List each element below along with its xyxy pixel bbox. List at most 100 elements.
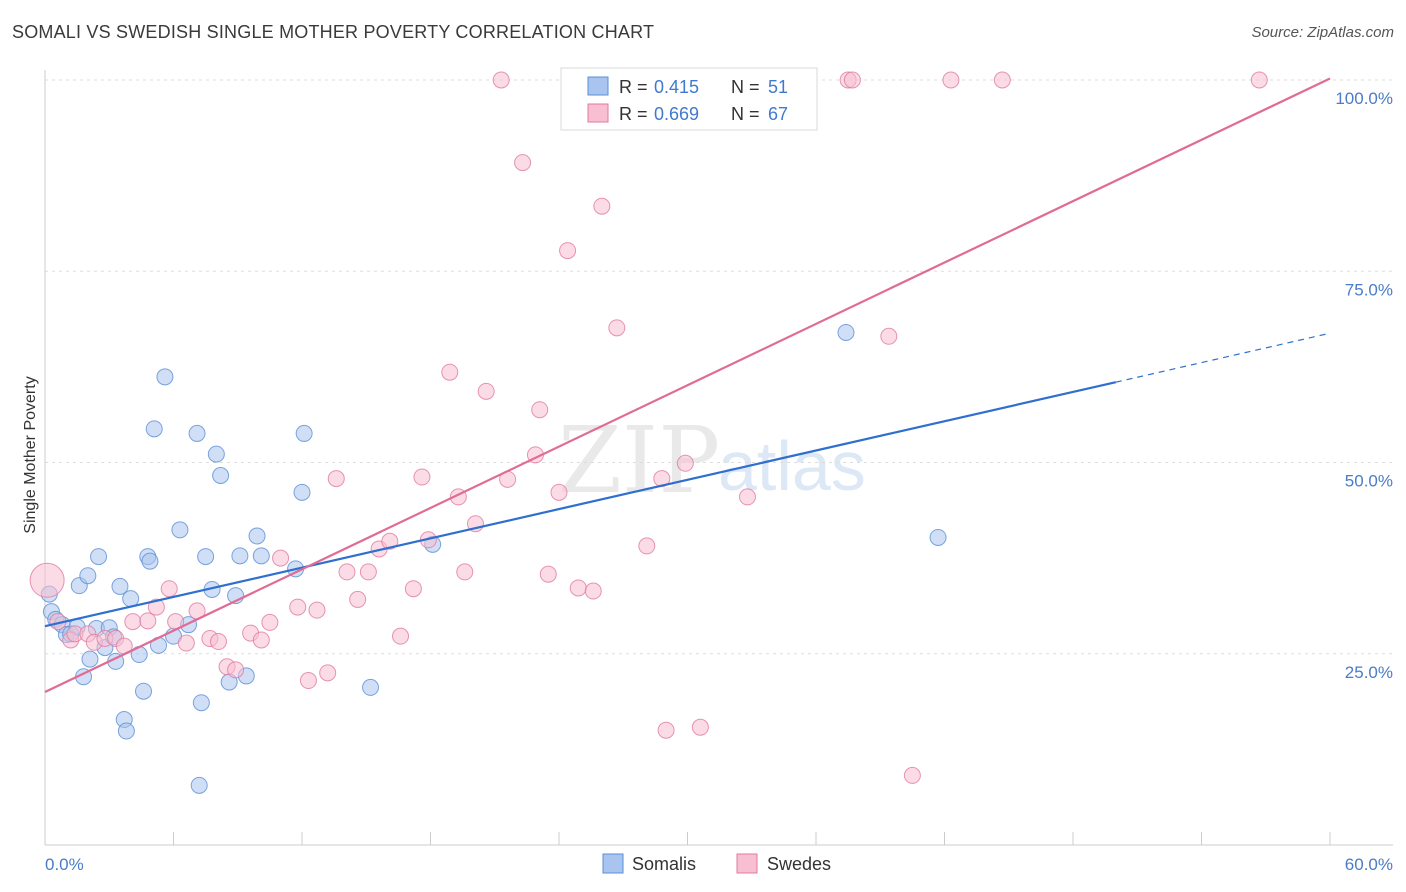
somalis-point [171, 521, 189, 539]
swedes-point [272, 549, 290, 567]
somalis-point [117, 722, 135, 740]
swedes-point [404, 580, 422, 598]
somalis-point [252, 547, 270, 565]
legend-n-label-swedes: N = [731, 104, 760, 124]
source-label: Source: ZipAtlas.com [1251, 24, 1394, 41]
somalis-point [188, 424, 206, 442]
swedes-point [209, 633, 227, 651]
swedes-point [593, 197, 611, 215]
somalis-point [207, 445, 225, 463]
legend-swatch-swedes [587, 103, 609, 123]
legend-r-value-swedes: 0.669 [654, 104, 699, 124]
somalis-point [81, 650, 99, 668]
swedes-point [413, 468, 431, 486]
swedes-point [539, 565, 557, 583]
swedes-point [531, 401, 549, 419]
bottom-legend-swatch-swedes [736, 853, 758, 874]
swedes-point [160, 580, 178, 598]
somalis-point [248, 527, 266, 545]
somalis-point [141, 552, 159, 570]
legend-n-label-somalis: N = [731, 77, 760, 97]
somalis-trend-line [44, 381, 1117, 628]
somalis-point [293, 483, 311, 501]
somalis-point [231, 547, 249, 565]
swedes-point [1250, 71, 1268, 89]
swedes-point [29, 562, 65, 598]
somalis-point [135, 682, 153, 700]
swedes-trend-line [44, 77, 1331, 693]
trend-lines [44, 77, 1331, 693]
swedes-point [903, 766, 921, 784]
x-tick-label: 60.0% [1345, 855, 1393, 874]
watermark: ZIP atlas [558, 407, 866, 514]
somalis-point [122, 590, 140, 608]
somalis-point [929, 528, 947, 546]
swedes-point [177, 634, 195, 652]
swedes-point [657, 721, 675, 739]
legend-swatch-somalis [587, 76, 609, 96]
somalis-point [837, 323, 855, 341]
somalis-point [212, 467, 230, 485]
swedes-point [227, 661, 245, 679]
swedes-point [514, 154, 532, 172]
series-legend: Somalis Swedes [602, 853, 831, 874]
y-tick-label: 50.0% [1345, 472, 1393, 491]
bottom-legend-label-swedes: Swedes [767, 854, 831, 874]
swedes-point [993, 71, 1011, 89]
swedes-point [359, 563, 377, 581]
swedes-point [441, 363, 459, 381]
x-ticks [44, 832, 1331, 845]
swedes-point [456, 563, 474, 581]
swedes-point [392, 627, 410, 645]
axes [44, 70, 1393, 846]
swedes-point [147, 598, 165, 616]
swedes-point [381, 532, 399, 550]
swedes-point [584, 582, 602, 600]
somalis-point [190, 776, 208, 794]
swedes-point [569, 579, 587, 597]
swedes-point [327, 470, 345, 488]
swedes-point [691, 718, 709, 736]
y-tick-labels: 25.0% 50.0% 75.0% 100.0% [1335, 89, 1393, 682]
somalis-trend-extension [1115, 332, 1331, 383]
somalis-point [362, 678, 380, 696]
y-tick-label: 25.0% [1345, 663, 1393, 682]
swedes-point [124, 613, 142, 631]
x-tick-label: 0.0% [45, 855, 84, 874]
legend-r-value-somalis: 0.415 [654, 77, 699, 97]
legend-n-value-somalis: 51 [768, 77, 788, 97]
swedes-point [308, 601, 326, 619]
somalis-point [111, 577, 129, 595]
chart-title: SOMALI VS SWEDISH SINGLE MOTHER POVERTY … [12, 22, 655, 42]
swedes-point [289, 598, 307, 616]
swedes-point [349, 590, 367, 608]
swedes-point [738, 488, 756, 506]
legend-r-label-swedes: R = [619, 104, 648, 124]
swedes-point [261, 613, 279, 631]
correlation-legend: R = 0.415 N = 51 R = 0.669 N = 67 [560, 67, 818, 131]
swedes-point [477, 382, 495, 400]
somalis-point [197, 548, 215, 566]
swedes-point [676, 454, 694, 472]
swedes-point [608, 319, 626, 337]
somalis-point [156, 368, 174, 386]
data-points [29, 69, 1268, 794]
somalis-point [145, 420, 163, 438]
swedes-point [550, 483, 568, 501]
swedes-point [638, 537, 656, 555]
y-axis-title: Single Mother Poverty [22, 376, 39, 533]
somalis-point [79, 567, 97, 585]
swedes-point [139, 612, 157, 630]
swedes-point [252, 631, 270, 649]
swedes-point [559, 242, 577, 260]
y-tick-label: 75.0% [1345, 280, 1393, 299]
legend-n-value-swedes: 67 [768, 104, 788, 124]
somalis-point [295, 424, 313, 442]
gridlines [45, 79, 1393, 655]
swedes-point [942, 71, 960, 89]
swedes-point [843, 71, 861, 89]
swedes-point [338, 563, 356, 581]
watermark-zip: ZIP [558, 407, 720, 514]
somalis-point [90, 548, 108, 566]
